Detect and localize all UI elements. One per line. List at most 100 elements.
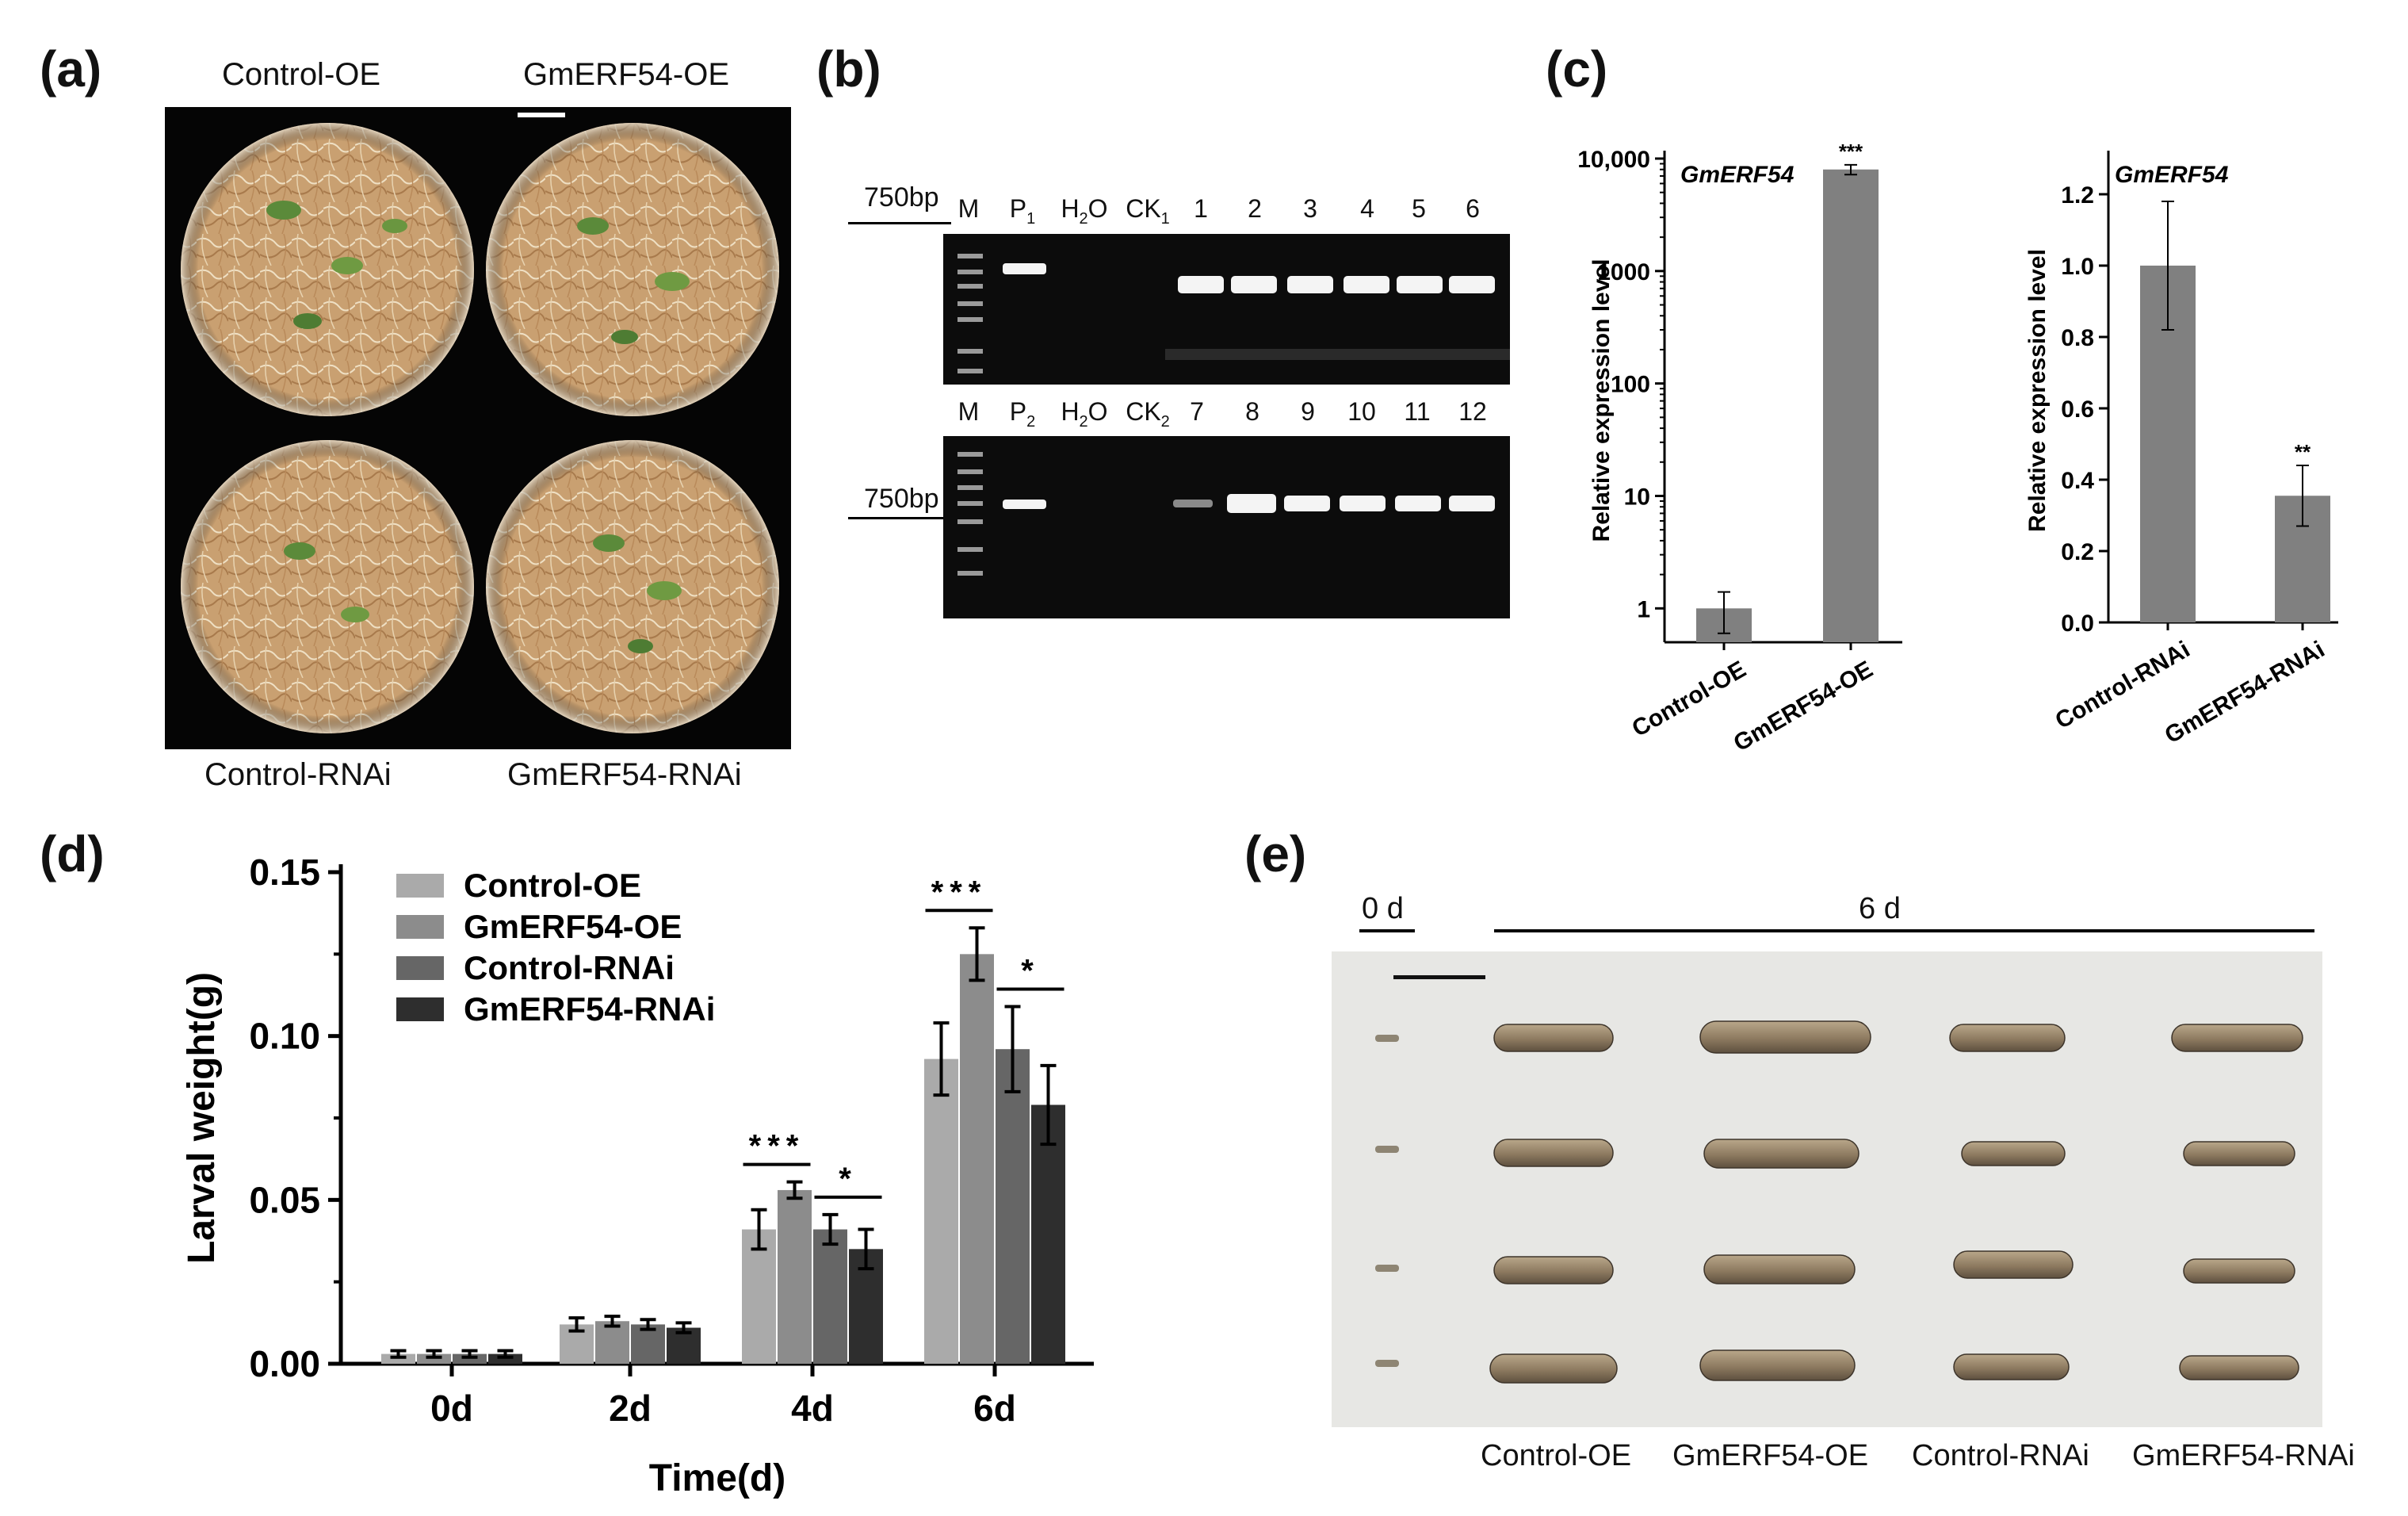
gel1-lane-2: 2 [1248, 194, 1262, 223]
d-x-tick-label: 2d [609, 1388, 652, 1429]
gel2-marker-label: 750bp [864, 484, 939, 514]
chart-c-left: 1 10 100 1000 10,000 Relative expression leve… [1577, 140, 1902, 756]
d-legend-swatch [396, 956, 444, 980]
gel2-marker-line [848, 517, 951, 519]
c-right-y-tick-label: 0.8 [2061, 325, 2094, 351]
d-bar-control-rnai [996, 1049, 1030, 1364]
d-significance-label: *** [749, 1129, 805, 1164]
larvae-col-control-oe: Control-OE [1481, 1439, 1632, 1472]
day6-label: 6 d [1859, 892, 1901, 925]
c-left-title: GmERF54 [1680, 162, 1795, 188]
gel1-lane-p: P1 [1010, 194, 1035, 228]
d-bar-gmerf54-rnai [488, 1353, 522, 1364]
panel-label-c: (c) [1546, 40, 1608, 98]
larvae-photo [1332, 951, 2322, 1427]
larvae-illustration [1375, 975, 2303, 1384]
d-x-tick-label: 0d [430, 1388, 473, 1429]
c-right-y-tick-label: 1.2 [2061, 182, 2094, 209]
larvae-col-gmerf54-oe: GmERF54-OE [1672, 1439, 1869, 1472]
c-right-y-tick-label: 0.6 [2061, 396, 2094, 423]
c-right-y-tick-label: 0.0 [2061, 611, 2094, 637]
c-left-y-tick-label: 100 [1611, 372, 1650, 398]
gel1-lane-5: 5 [1412, 194, 1426, 223]
d-significance-label: *** [931, 875, 988, 909]
gel2 [943, 436, 1510, 618]
gel1-lane-3: 3 [1303, 194, 1317, 223]
d-bar-control-rnai [813, 1229, 847, 1364]
d-bar-control-rnai [631, 1324, 665, 1364]
dish-top-left [181, 123, 474, 416]
gel2-lane-10: 10 [1347, 397, 1376, 426]
panel-c-charts: 1 10 100 1000 10,000 Relative expression leve… [1577, 140, 2338, 756]
gel1-marker-line [848, 222, 951, 224]
dish-top-right [486, 123, 779, 416]
gel1-marker-label: 750bp [864, 182, 939, 212]
gel1-lane-ck: CK1 [1126, 194, 1170, 228]
c-left-y-tick-label: 1 [1637, 596, 1650, 622]
gel2-lane-11: 11 [1404, 397, 1430, 426]
panel-d-chart: 0.00 0.05 0.10 0.15 Larval weight(g) Time(d) 0… [181, 852, 1094, 1499]
larvae-col-control-rnai: Control-RNAi [1912, 1439, 2089, 1472]
d-bar-gmerf54-oe [960, 954, 994, 1364]
d-y-tick-label: 0.05 [249, 1179, 320, 1220]
day6-line [1494, 929, 2314, 932]
gel1-marker-annotation: 750bp [848, 182, 951, 230]
gel2-lane-8: 8 [1245, 397, 1259, 426]
petri-dish-illustration [181, 113, 779, 733]
label-control-oe: Control-OE [222, 57, 381, 92]
gel2-lane-12: 12 [1458, 397, 1487, 426]
panel-label-b: (b) [816, 40, 881, 98]
d-bar-gmerf54-rnai [1031, 1104, 1065, 1364]
gel1 [943, 234, 1510, 385]
day0-label: 0 d [1362, 892, 1404, 925]
larvae-col-gmerf54-rnai: GmERF54-RNAi [2132, 1439, 2355, 1472]
d-legend-swatch [396, 997, 444, 1021]
d-y-tick-label: 0.00 [249, 1343, 320, 1384]
panel-label-a: (a) [40, 40, 102, 98]
chart-c-right: 0.0 0.2 0.4 0.6 0.8 1.0 1.2 Relative expression… [2024, 151, 2338, 748]
d-bar-gmerf54-oe [417, 1353, 451, 1364]
chart-larval-weight: 0.00 0.05 0.10 0.15 Larval weight(g) Time(d) 0… [181, 852, 1094, 1499]
d-bar-gmerf54-oe [778, 1189, 812, 1364]
gel2-lane-p: P2 [1010, 397, 1035, 431]
c-right-y-tick-label: 0.2 [2061, 539, 2094, 565]
gel2-lane-7: 7 [1190, 397, 1204, 426]
d-legend-label: Control-OE [464, 867, 641, 904]
d-significance-label: * [839, 1162, 858, 1196]
gel2-lane-9: 9 [1301, 397, 1315, 426]
gel1-lane-4: 4 [1360, 194, 1374, 223]
c-left-x-tick-label: Control-OE [1627, 656, 1750, 742]
d-y-label: Larval weight(g) [181, 972, 223, 1264]
gel1-lane-6: 6 [1466, 194, 1480, 223]
d-legend-swatch [396, 874, 444, 898]
d-x-tick-label: 4d [791, 1388, 834, 1429]
c-left-y-tick-label: 10,000 [1577, 147, 1650, 173]
d-y-tick-label: 0.15 [249, 852, 320, 893]
panel-label-d: (d) [40, 825, 105, 882]
label-gmerf54-oe: GmERF54-OE [523, 57, 730, 92]
label-gmerf54-rnai: GmERF54-RNAi [507, 757, 742, 792]
d-legend-label: Control-RNAi [464, 949, 675, 986]
c-left-y-tick-label: 10 [1624, 484, 1650, 510]
gel-images: M P1 H2O CK1 1 2 3 4 5 6 M P2 H2O CK2 7 … [943, 194, 1510, 618]
gel1-lane-1: 1 [1194, 194, 1208, 223]
c-right-title: GmERF54 [2115, 162, 2229, 188]
label-control-rnai: Control-RNAi [204, 757, 392, 792]
d-legend-label: GmERF54-RNAi [464, 990, 715, 1028]
gel2-lane-h2o: H2O [1061, 397, 1107, 431]
panel-label-e: (e) [1244, 825, 1307, 882]
d-bar-gmerf54-oe [595, 1321, 629, 1364]
gel2-lane-ck: CK2 [1126, 397, 1170, 431]
d-x-tick-label: 6d [973, 1388, 1016, 1429]
gel2-bands [1003, 494, 1495, 513]
c-left-x-tick-label: GmERF54-OE [1730, 656, 1878, 756]
d-bar-control-oe [381, 1353, 415, 1364]
c-left-significance: *** [1839, 140, 1863, 163]
d-legend-swatch [396, 915, 444, 939]
c-left-bar [1823, 169, 1879, 643]
day0-line [1359, 929, 1415, 932]
petri-dish-photo [165, 107, 791, 749]
d-legend-label: GmERF54-OE [464, 908, 682, 945]
d-bar-control-oe [742, 1229, 776, 1364]
gel2-marker-annotation: 750bp [848, 484, 951, 531]
